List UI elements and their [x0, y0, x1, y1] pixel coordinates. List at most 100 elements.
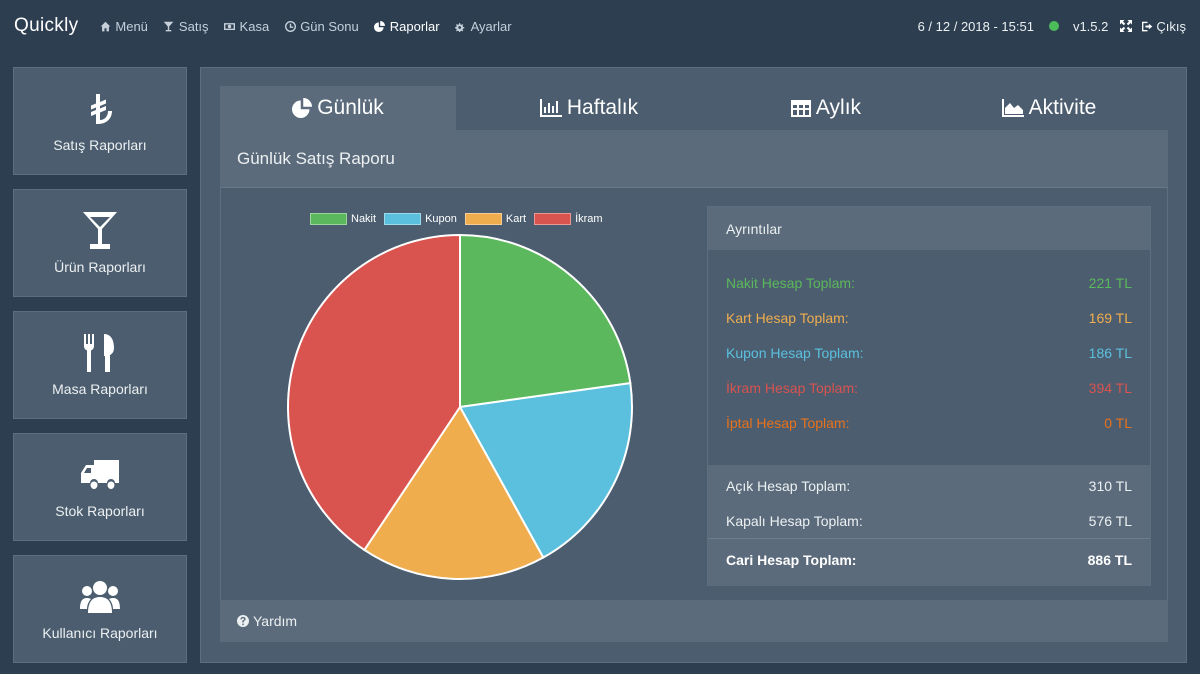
detail-row-nakit: Nakit Hesap Toplam: 221 TL: [708, 265, 1150, 300]
table-icon: [790, 99, 811, 117]
legend-label: Nakit: [351, 213, 377, 225]
lira-icon: [88, 89, 112, 129]
datetime: 6 / 12 / 2018 - 15:51: [917, 18, 1034, 34]
fullscreen-icon[interactable]: [1120, 20, 1133, 32]
detail-value: 886 TL: [1087, 551, 1132, 568]
sidebar-item-label: Ürün Raporları: [54, 259, 146, 275]
help-link[interactable]: Yardım: [220, 600, 1168, 642]
question-circle-icon: [237, 615, 249, 627]
cogs-icon: [454, 19, 468, 33]
pie-slice-i̇kram[interactable]: [287, 233, 461, 552]
legend-swatch: [310, 213, 347, 225]
legend-swatch: [464, 213, 502, 225]
sidebar-item-label: Kullanıcı Raporları: [42, 625, 158, 641]
version: v1.5.2: [1072, 18, 1109, 34]
cocktail-glass-icon: [83, 211, 117, 251]
pie-slice-kart[interactable]: [362, 405, 545, 580]
detail-row-kart: Kart Hesap Toplam: 169 TL: [708, 300, 1150, 335]
detail-value: 310 TL: [1088, 477, 1132, 494]
tab-label: Günlük: [317, 96, 384, 119]
sidebar-item-label: Satış Raporları: [53, 137, 147, 153]
details-title: Ayrıntılar: [708, 207, 1150, 250]
sign-out-icon: [1142, 21, 1153, 31]
detail-row-kupon: Kupon Hesap Toplam: 186 TL: [708, 335, 1150, 370]
sidebar-item-masa-raporlari[interactable]: Masa Raporları: [13, 311, 187, 419]
main-nav: Menü Satış Kasa Gün Sonu Raporlar Ayarla…: [98, 19, 525, 34]
panel-body: Nakit Kupon Kart İkram Ayrıntılar Nakit: [220, 188, 1168, 600]
sidebar-item-urun-raporlari[interactable]: Ürün Raporları: [13, 189, 187, 297]
app-brand[interactable]: Quickly: [14, 15, 79, 36]
pie-chart-svg: [287, 233, 633, 580]
users-icon: [80, 577, 120, 617]
nav-item-kasa[interactable]: Kasa: [223, 18, 270, 34]
help-label: Yardım: [253, 613, 298, 629]
detail-label: İptal Hesap Toplam:: [726, 414, 850, 431]
nav-item-raporlar[interactable]: Raporlar: [373, 19, 440, 34]
legend-item-kart[interactable]: Kart: [464, 213, 527, 225]
legend-swatch: [384, 213, 422, 225]
cocktail-icon: [162, 19, 176, 33]
truck-icon: [81, 455, 119, 495]
nav-label: Menü: [115, 18, 148, 34]
money-icon: [223, 19, 237, 33]
nav-label: Raporlar: [389, 18, 440, 34]
detail-value: 221 TL: [1088, 274, 1132, 291]
detail-value: 186 TL: [1088, 344, 1132, 361]
legend-item-kupon[interactable]: Kupon: [384, 213, 457, 225]
exit-label: Çıkış: [1156, 18, 1186, 34]
legend-label: İkram: [575, 213, 603, 225]
cutlery-icon: [84, 333, 116, 373]
detail-label: Nakit Hesap Toplam:: [726, 274, 855, 291]
detail-value: 394 TL: [1088, 379, 1132, 396]
sidebar-item-satis-raporlari[interactable]: Satış Raporları: [13, 67, 187, 175]
nav-item-satis[interactable]: Satış: [162, 19, 209, 34]
nav-label: Satış: [178, 18, 209, 34]
main-panel: Günlük Haftalık Aylık Aktivite Günlük Sa…: [200, 67, 1187, 663]
detail-row-acik: Açık Hesap Toplam: 310 TL: [708, 468, 1150, 503]
legend-label: Kart: [505, 213, 527, 225]
detail-label: Kupon Hesap Toplam:: [726, 344, 864, 361]
legend-label: Kupon: [425, 213, 457, 225]
status-dot: [1048, 21, 1059, 31]
sidebar-item-label: Masa Raporları: [52, 381, 148, 397]
topbar-right: 6 / 12 / 2018 - 15:51 v1.5.2 Çıkış: [918, 0, 1186, 52]
pie-slice-nakit[interactable]: [459, 233, 632, 409]
legend-item-ikram[interactable]: İkram: [534, 213, 603, 225]
detail-label: Açık Hesap Toplam:: [726, 477, 851, 494]
sidebar-item-stok-raporlari[interactable]: Stok Raporları: [13, 433, 187, 541]
pie-slice-kupon[interactable]: [458, 381, 633, 559]
detail-value: 0 TL: [1104, 414, 1132, 431]
chart-legend: Nakit Kupon Kart İkram: [310, 213, 611, 225]
tab-gunluk[interactable]: Günlük: [220, 86, 456, 130]
detail-value: 576 TL: [1088, 512, 1132, 529]
legend-swatch: [534, 213, 572, 225]
home-icon: [98, 19, 112, 33]
tab-aylik[interactable]: Aylık: [722, 86, 930, 130]
pie-chart: [285, 232, 635, 582]
tab-haftalik[interactable]: Haftalık: [456, 86, 722, 130]
sidebar-item-kullanici-raporlari[interactable]: Kullanıcı Raporları: [13, 555, 187, 663]
detail-row-cari-total: Cari Hesap Toplam: 886 TL: [708, 538, 1150, 580]
detail-label: İkram Hesap Toplam:: [726, 379, 859, 396]
exit-button[interactable]: Çıkış: [1142, 19, 1186, 34]
detail-label: Kapalı Hesap Toplam:: [726, 512, 863, 529]
bar-chart-icon: [539, 99, 562, 117]
nav-item-menu[interactable]: Menü: [98, 19, 148, 34]
tab-aktivite[interactable]: Aktivite: [930, 86, 1168, 130]
nav-label: Ayarlar: [470, 18, 512, 34]
nav-label: Kasa: [239, 18, 270, 34]
details-breakdown: Nakit Hesap Toplam: 221 TL Kart Hesap To…: [708, 250, 1150, 465]
detail-row-iptal: İptal Hesap Toplam: 0 TL: [708, 405, 1150, 440]
legend-item-nakit[interactable]: Nakit: [310, 213, 376, 225]
panel-title: Günlük Satış Raporu: [220, 130, 1168, 188]
detail-row-ikram: İkram Hesap Toplam: 394 TL: [708, 370, 1150, 405]
detail-row-kapali: Kapalı Hesap Toplam: 576 TL: [708, 503, 1150, 538]
pie-chart-icon: [292, 98, 313, 118]
nav-item-ayarlar[interactable]: Ayarlar: [454, 19, 512, 34]
details-panel: Ayrıntılar Nakit Hesap Toplam: 221 TL Ka…: [707, 206, 1151, 586]
sidebar-item-label: Stok Raporları: [55, 503, 145, 519]
area-chart-icon: [1001, 99, 1024, 117]
detail-label: Cari Hesap Toplam:: [726, 551, 857, 568]
nav-item-gun-sonu[interactable]: Gün Sonu: [283, 19, 359, 34]
detail-value: 169 TL: [1088, 309, 1132, 326]
